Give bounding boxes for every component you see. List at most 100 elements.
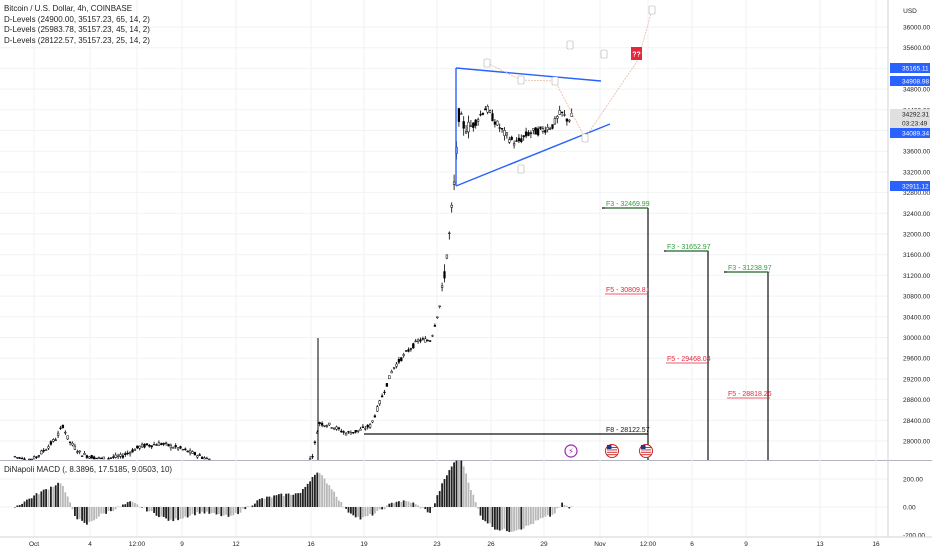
price-tick: 28000.00 <box>903 439 930 446</box>
macd-bar <box>436 495 439 507</box>
candle-body <box>344 432 348 436</box>
candle-body <box>424 338 427 343</box>
macd-legend[interactable]: DiNapoli MACD (, 8.3896, 17.5185, 9.0503… <box>4 465 173 474</box>
candle-body <box>347 431 350 433</box>
macd-bar <box>542 507 544 518</box>
macd-bar <box>393 503 395 507</box>
price-badge: 34292.31 <box>890 109 930 119</box>
event-icons[interactable]: ⚡ <box>564 444 653 458</box>
time-tick: 6 <box>690 541 694 548</box>
macd-bar <box>201 507 203 512</box>
macd-bar <box>90 507 93 522</box>
candle-body <box>457 108 461 122</box>
time-tick: 26 <box>487 541 495 548</box>
price-tick: 30000.00 <box>903 335 930 342</box>
wave-label <box>517 75 525 85</box>
candle-body <box>138 445 141 449</box>
indicator-label[interactable]: D-Levels (28122.57, 35157.23, 25, 14, 2) <box>4 35 150 45</box>
candle-body <box>318 422 321 424</box>
candle-body <box>464 131 468 134</box>
candle-body <box>169 444 173 449</box>
macd-bar <box>95 507 98 519</box>
macd-bar <box>398 501 400 507</box>
macd-bar <box>126 502 129 507</box>
candle-body <box>145 443 149 446</box>
macd-bar <box>321 475 323 507</box>
candle-body <box>544 130 547 133</box>
macd-bar <box>306 483 309 507</box>
candle-body <box>320 422 324 426</box>
macd-bar <box>424 507 427 510</box>
macd-bar <box>268 496 271 507</box>
candle-body <box>155 444 158 446</box>
wave-label <box>581 133 589 143</box>
macd-bar <box>222 507 225 516</box>
price-tick: 34800.00 <box>903 87 930 94</box>
time-axis[interactable]: Oct 4 12:00 9 12 16 19 23 26 29 Nov 12:00 6 9 13 16 <box>0 536 932 548</box>
macd-bar <box>525 507 527 526</box>
price-badge-bg <box>890 109 930 119</box>
macd-bar <box>338 500 340 507</box>
indicator-label[interactable]: D-Levels (25983.78, 35157.23, 45, 14, 2) <box>4 25 150 34</box>
time-tick: 12:00 <box>640 541 657 548</box>
macd-bar <box>316 472 319 507</box>
macd-bar <box>374 507 376 514</box>
symbol-title[interactable]: Bitcoin / U.S. Dollar, 4h, COINBASE <box>4 4 133 13</box>
macd-bar <box>239 507 242 513</box>
macd-bar <box>263 498 266 507</box>
macd-bar <box>448 470 451 507</box>
candle-body <box>378 400 381 405</box>
macd-bar <box>530 507 532 525</box>
candle-body <box>443 271 446 279</box>
candle-body <box>349 432 353 435</box>
price-axis[interactable]: USD 28000.00 28400.00 28800.00 29200.00 29600… <box>887 0 930 540</box>
price-badge: 34089.34 <box>890 128 930 138</box>
macd-bar <box>270 497 273 507</box>
candle-body <box>450 204 453 208</box>
candle-body <box>119 454 122 457</box>
candle-body <box>172 447 175 449</box>
candle-body <box>488 110 492 113</box>
candle-body <box>505 132 509 136</box>
candle-body <box>376 406 379 412</box>
candle-body <box>66 435 69 440</box>
macd-bar <box>335 496 338 507</box>
candle-body <box>462 121 465 129</box>
macd-bar <box>261 498 263 507</box>
macd-bar <box>45 489 47 507</box>
macd-bar <box>513 507 515 532</box>
macd-bar <box>148 507 151 512</box>
macd-bar <box>57 482 59 507</box>
candle-body <box>563 114 566 116</box>
time-tick: Oct <box>29 541 39 548</box>
macd-bar <box>508 507 511 532</box>
macd-bar <box>38 494 40 507</box>
macd-bar <box>477 507 479 509</box>
candle-body <box>308 458 312 460</box>
macd-bar <box>165 507 167 519</box>
candle-body <box>426 339 429 342</box>
candle-body <box>193 452 197 456</box>
indicator-label[interactable]: D-Levels (24900.00, 35157.23, 65, 14, 2) <box>4 14 150 24</box>
candle-body <box>78 450 81 453</box>
candle-body <box>109 457 113 459</box>
candle-body <box>332 427 336 430</box>
price-tick: 30400.00 <box>903 314 930 321</box>
candle-body <box>32 456 36 460</box>
candle-body <box>520 138 523 143</box>
macd-bar <box>131 501 134 507</box>
candle-body <box>47 446 50 449</box>
fib-label: F5 - 29468.04 <box>667 356 711 363</box>
candle-body <box>503 130 506 136</box>
candle-body <box>179 446 182 449</box>
candle-body <box>126 452 129 455</box>
fib-label: F3 - 31238.97 <box>728 265 772 272</box>
macd-bar <box>275 495 278 507</box>
macd-bar <box>66 496 69 507</box>
macd-bar <box>441 483 443 507</box>
candle-body <box>440 285 444 288</box>
candle-body <box>203 457 206 460</box>
candle-body <box>107 458 110 460</box>
macd-bar <box>244 507 247 510</box>
